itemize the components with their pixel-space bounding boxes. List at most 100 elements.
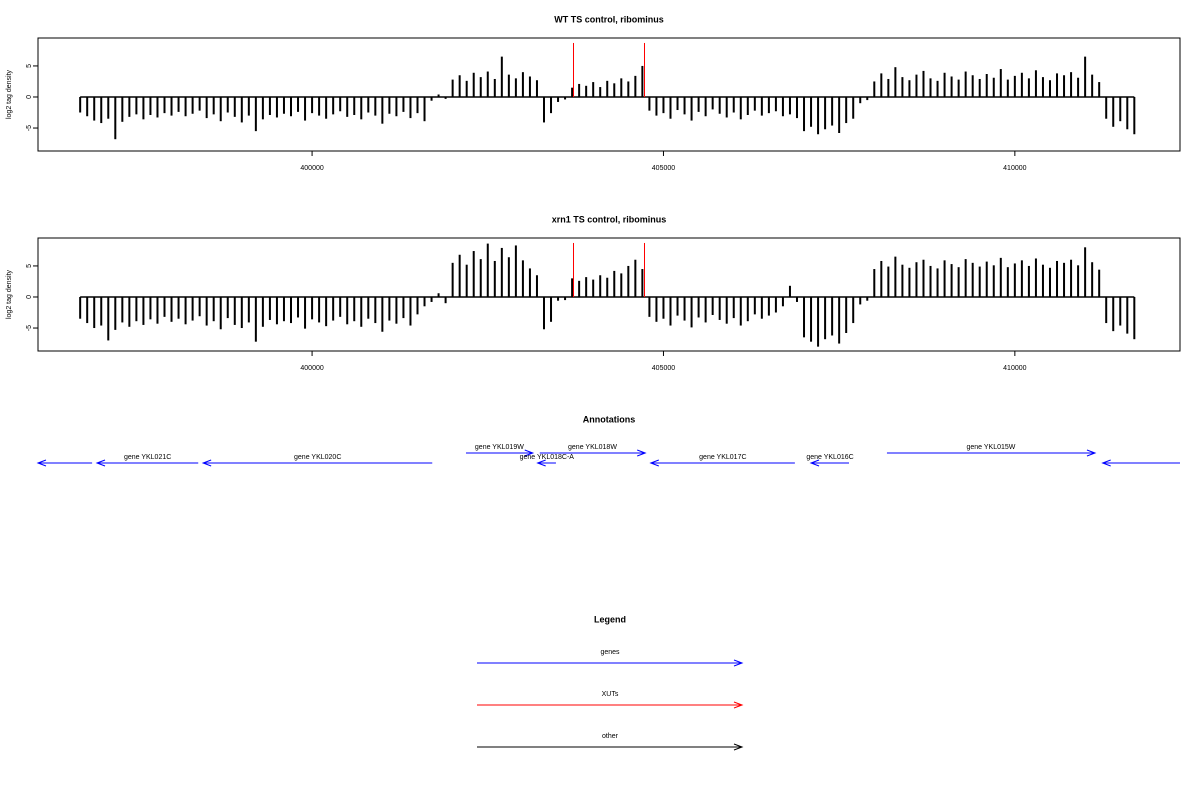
bar <box>472 251 475 297</box>
gene-arrowhead <box>524 449 535 457</box>
bar <box>1013 263 1016 297</box>
bar <box>999 69 1002 97</box>
bar <box>599 275 602 297</box>
bar <box>240 96 243 123</box>
bar <box>824 96 827 130</box>
bar <box>845 296 848 333</box>
bar <box>1063 262 1066 297</box>
bar <box>606 277 609 297</box>
legend-arrowhead <box>733 659 744 667</box>
bar <box>943 72 946 97</box>
gene-arrow <box>536 459 556 467</box>
bar <box>697 296 700 318</box>
bar <box>500 56 503 97</box>
bar <box>297 96 300 112</box>
bar <box>936 268 939 297</box>
bar <box>774 296 777 313</box>
bar <box>739 296 742 326</box>
bar <box>388 96 391 114</box>
bar <box>191 296 194 321</box>
bar <box>648 296 651 317</box>
bar <box>1133 296 1136 340</box>
bar <box>1034 258 1037 297</box>
bar <box>887 266 890 297</box>
gene-label: gene YKL017C <box>699 454 746 461</box>
bar <box>282 296 285 322</box>
bar <box>528 76 531 97</box>
bar <box>1034 70 1037 97</box>
bar <box>1063 75 1066 97</box>
gene-label: gene YKL018C-A <box>520 454 575 461</box>
bar <box>282 96 285 114</box>
bar <box>318 96 321 116</box>
bar <box>641 65 644 97</box>
bar <box>402 296 405 319</box>
x-tick-label: 400000 <box>300 365 323 372</box>
bar <box>268 96 271 115</box>
y-tick-label: -5 <box>26 325 33 331</box>
bar <box>571 87 574 97</box>
bar <box>409 296 412 326</box>
bar <box>1112 296 1115 332</box>
x-tick-label: 410000 <box>1003 165 1026 172</box>
bar <box>346 296 349 325</box>
bar <box>163 96 166 114</box>
bar <box>451 79 454 97</box>
bar <box>226 96 229 113</box>
bar <box>929 78 932 97</box>
bar <box>212 96 215 115</box>
bar <box>156 296 159 324</box>
bar <box>409 96 412 119</box>
bar <box>1119 296 1122 326</box>
gene-arrow <box>465 449 535 457</box>
bar <box>901 77 904 97</box>
bar <box>795 296 798 302</box>
gene-label: gene YKL020C <box>294 454 341 461</box>
bar <box>831 296 834 336</box>
bar <box>430 96 433 101</box>
bar <box>676 296 679 316</box>
gene-label: gene YKL021C <box>124 454 171 461</box>
bar <box>360 296 363 327</box>
y-tick-label: 0 <box>26 95 33 99</box>
bar <box>550 296 553 322</box>
bar <box>950 76 953 97</box>
bar <box>514 78 517 97</box>
bar <box>753 296 756 315</box>
bar <box>212 296 215 322</box>
y-tick-label: 5 <box>26 64 33 68</box>
bar <box>381 96 384 124</box>
bar <box>163 296 166 317</box>
bar <box>725 296 728 324</box>
bar <box>746 296 749 322</box>
bar <box>859 296 862 305</box>
bar <box>1126 96 1129 130</box>
bar <box>718 96 721 114</box>
bar <box>641 269 644 297</box>
bar <box>627 265 630 297</box>
annotations-title: Annotations <box>583 414 636 424</box>
bar <box>1048 267 1051 297</box>
bar <box>479 77 482 97</box>
y-axis-label: log2 tag density <box>6 69 13 119</box>
bar <box>711 296 714 315</box>
bar <box>507 257 510 297</box>
bar <box>788 285 791 297</box>
bar <box>1020 72 1023 97</box>
bar <box>1056 73 1059 97</box>
bar <box>402 96 405 112</box>
plot-frame <box>37 37 1181 152</box>
bar <box>957 79 960 97</box>
gene-label: gene YKL019W <box>475 444 524 451</box>
gene-arrow <box>201 459 433 467</box>
bar <box>873 269 876 297</box>
chart-title: WT TS control, ribominus <box>554 14 664 24</box>
bar <box>880 260 883 297</box>
bar <box>493 260 496 297</box>
bar <box>922 259 925 297</box>
bar <box>346 96 349 117</box>
bar <box>718 296 721 320</box>
bar <box>1133 96 1136 135</box>
bar <box>332 96 335 115</box>
bar <box>311 96 314 114</box>
